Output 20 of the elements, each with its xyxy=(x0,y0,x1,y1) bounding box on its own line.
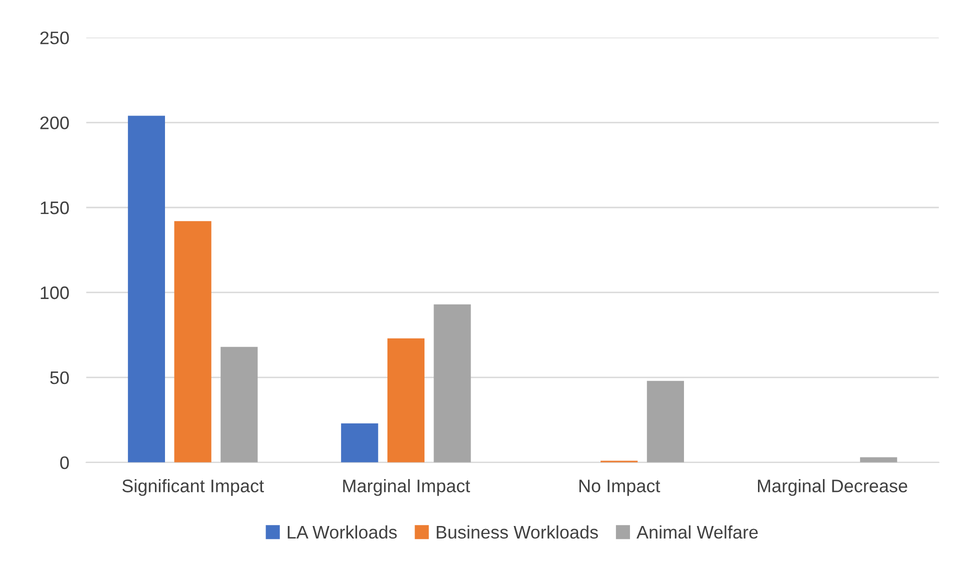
legend-label: Animal Welfare xyxy=(636,525,758,539)
x-tick-label: Significant Impact xyxy=(122,479,264,496)
bar xyxy=(387,338,424,462)
y-tick-label: 0 xyxy=(60,456,69,470)
x-tick-label: Marginal Impact xyxy=(343,479,470,496)
legend-label: Business Workloads xyxy=(436,525,598,539)
bar xyxy=(434,304,471,462)
bar xyxy=(341,423,378,462)
x-tick-label: Marginal Decrease xyxy=(758,479,908,496)
y-tick-label: 50 xyxy=(50,371,69,384)
x-tick-label: No Impact xyxy=(579,480,660,496)
y-tick-label: 250 xyxy=(40,32,69,44)
y-tick-label: 200 xyxy=(40,116,69,130)
legend-label: LA Workloads xyxy=(288,525,397,539)
bar xyxy=(220,346,258,462)
bar xyxy=(646,380,684,462)
bar xyxy=(174,221,212,462)
bar xyxy=(128,116,165,462)
y-tick-label: 100 xyxy=(40,286,69,300)
y-tick-label: 150 xyxy=(40,201,69,214)
